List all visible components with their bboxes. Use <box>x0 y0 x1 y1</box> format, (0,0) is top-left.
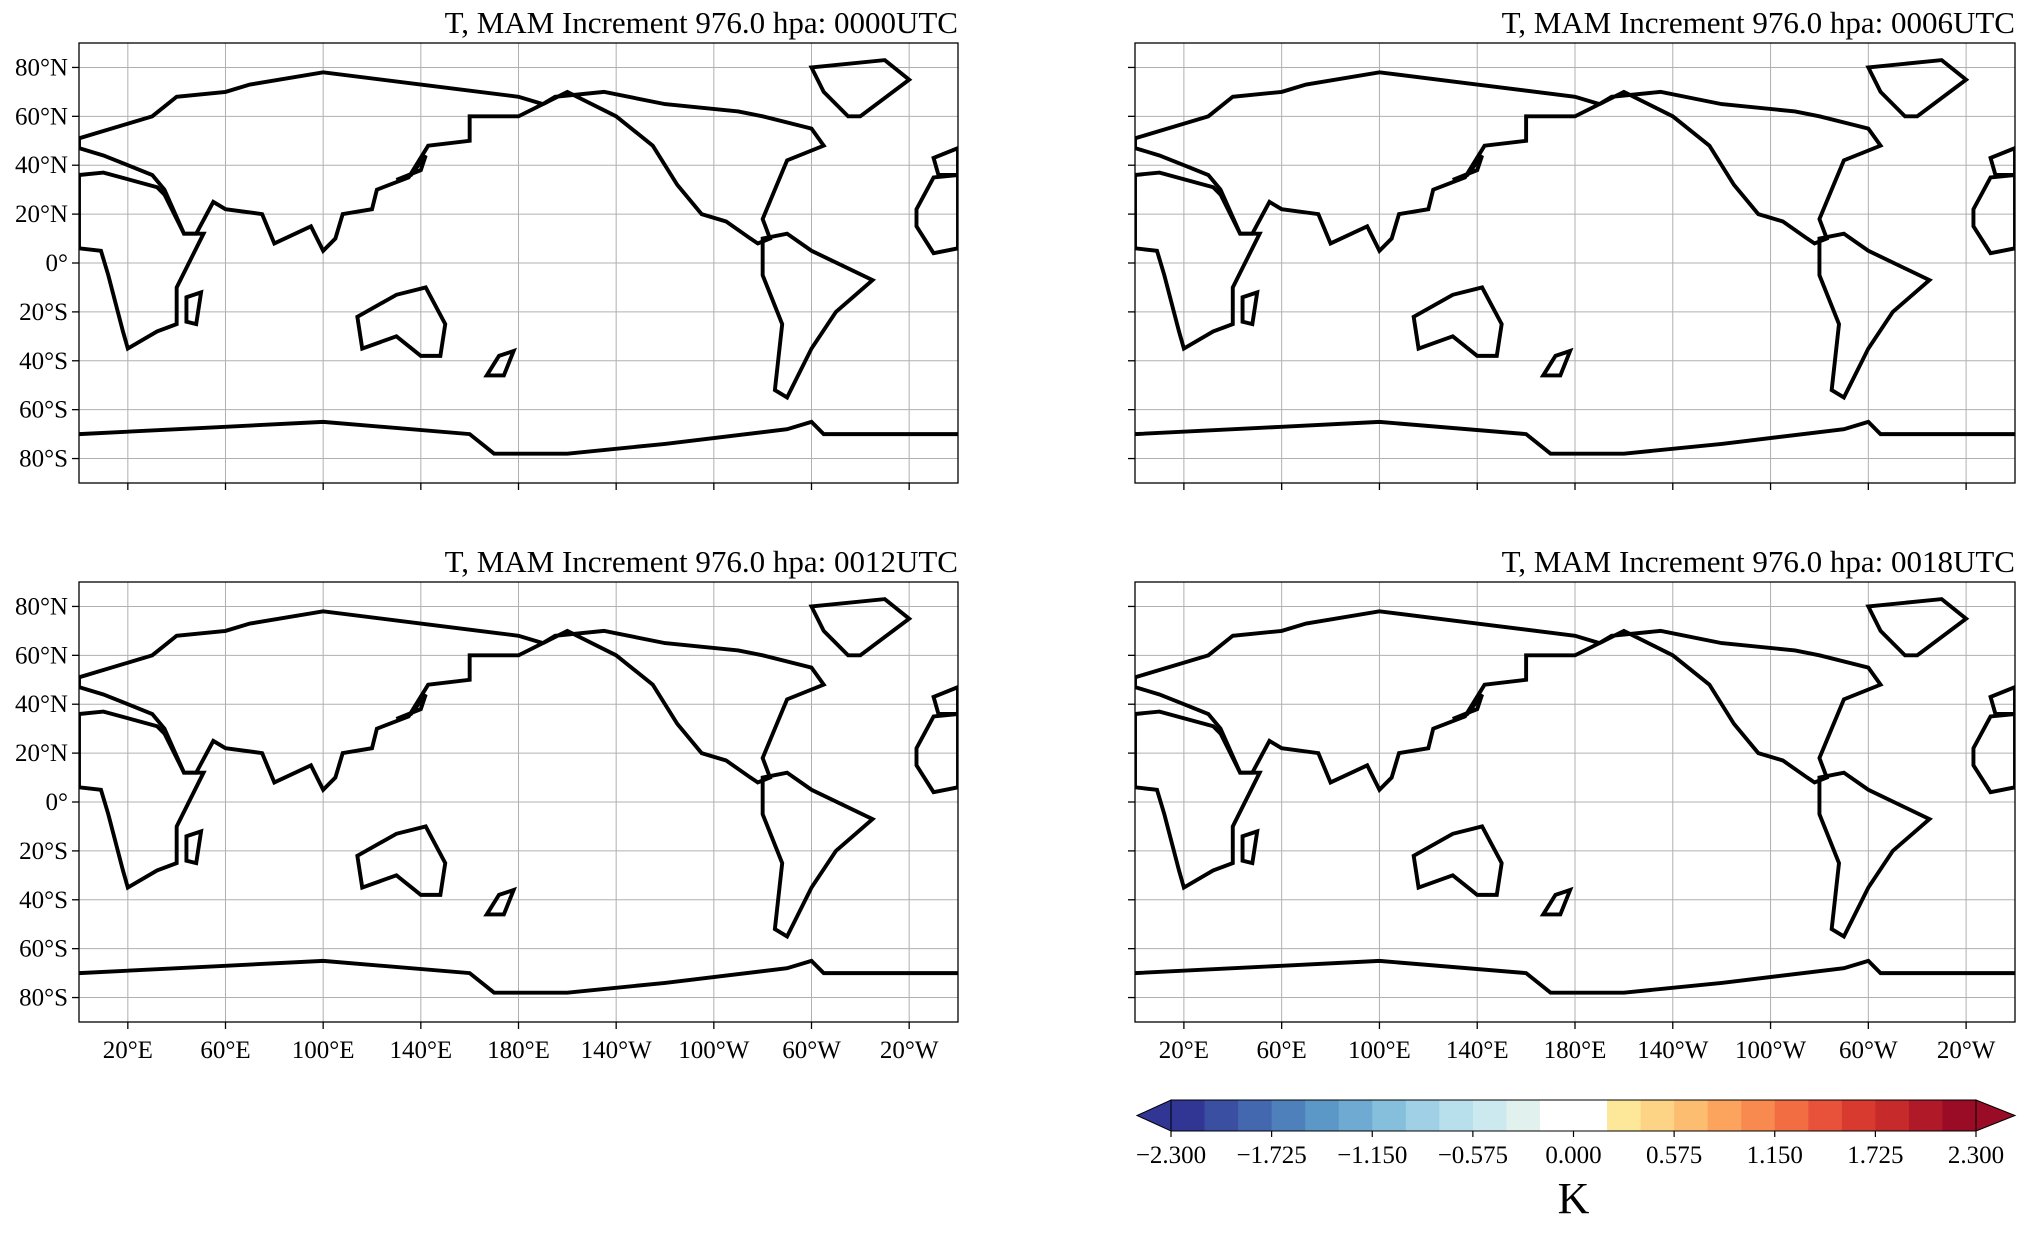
map-frame <box>1134 42 2016 484</box>
colorbar-tick-label: 1.725 <box>1847 1142 1903 1169</box>
colorbar-segment <box>1439 1100 1474 1131</box>
colorbar-segment <box>1238 1100 1273 1131</box>
y-tick-label: 40°S <box>19 348 68 375</box>
x-tick-label: 60°W <box>782 1037 841 1064</box>
y-tick-label: 20°S <box>19 299 68 326</box>
colorbar-segment <box>1204 1100 1239 1131</box>
colorbar-segment <box>1908 1100 1943 1131</box>
colorbar-tick-label: −1.725 <box>1236 1142 1306 1169</box>
x-tick-label: 100°E <box>292 1037 355 1064</box>
x-tick-label: 60°E <box>1257 1037 1307 1064</box>
x-tick-label: 20°W <box>1937 1037 1996 1064</box>
colorbar-segment <box>1171 1100 1206 1131</box>
panel-title: T, MAM Increment 976.0 hpa: 0018UTC <box>1502 544 2015 579</box>
colorbar-tick-label: 0.000 <box>1545 1142 1601 1169</box>
colorbar-segment <box>1573 1100 1608 1131</box>
map-frame <box>78 581 959 1023</box>
colorbar-segment <box>1741 1100 1776 1131</box>
x-tick-label: 60°W <box>1839 1037 1898 1064</box>
map-frame <box>78 42 959 484</box>
colorbar-segment <box>1539 1100 1574 1131</box>
x-tick-label: 20°W <box>880 1037 939 1064</box>
colorbar-segment <box>1405 1100 1440 1131</box>
colorbar-segment <box>1841 1100 1876 1131</box>
y-tick-label: 80°N <box>15 593 68 620</box>
colorbar-segment <box>1506 1100 1541 1131</box>
colorbar-segment <box>1942 1100 1977 1131</box>
colorbar-segment <box>1607 1100 1642 1131</box>
colorbar-segment <box>1640 1100 1675 1131</box>
x-tick-label: 140°E <box>389 1037 452 1064</box>
colorbar-tick-label: 2.300 <box>1948 1142 2004 1169</box>
y-tick-label: 0° <box>46 250 69 277</box>
x-tick-label: 140°W <box>1637 1037 1708 1064</box>
colorbar-segment <box>1271 1100 1306 1131</box>
colorbar-label: K <box>1558 1174 1590 1223</box>
y-tick-label: 80°S <box>19 446 68 473</box>
x-tick-label: 180°E <box>1544 1037 1607 1064</box>
map-frame <box>1134 581 2016 1023</box>
x-tick-label: 20°E <box>1159 1037 1209 1064</box>
y-tick-label: 40°N <box>15 152 68 179</box>
colorbar-tick-label: −1.150 <box>1337 1142 1407 1169</box>
x-tick-label: 180°E <box>487 1037 550 1064</box>
colorbar-tick-label: −2.300 <box>1136 1142 1206 1169</box>
y-tick-label: 40°S <box>19 887 68 914</box>
y-tick-label: 40°N <box>15 691 68 718</box>
x-tick-label: 140°W <box>581 1037 652 1064</box>
y-tick-label: 60°S <box>19 397 68 424</box>
colorbar-tick-label: 0.575 <box>1646 1142 1702 1169</box>
x-tick-label: 100°W <box>1735 1037 1806 1064</box>
y-tick-label: 20°S <box>19 838 68 865</box>
colorbar-segment <box>1305 1100 1340 1131</box>
colorbar-segment <box>1338 1100 1373 1131</box>
x-tick-label: 100°W <box>678 1037 749 1064</box>
panel-title: T, MAM Increment 976.0 hpa: 0006UTC <box>1502 5 2015 40</box>
y-tick-label: 60°N <box>15 103 68 130</box>
y-tick-label: 80°N <box>15 54 68 81</box>
colorbar-segment <box>1372 1100 1407 1131</box>
colorbar-extend-low <box>1135 1099 1172 1132</box>
colorbar-segment <box>1674 1100 1709 1131</box>
x-tick-label: 20°E <box>103 1037 153 1064</box>
colorbar-segment <box>1875 1100 1910 1131</box>
colorbar-segment <box>1707 1100 1742 1131</box>
colorbar-segment <box>1774 1100 1809 1131</box>
colorbar-tick-label: −0.575 <box>1438 1142 1508 1169</box>
panel-title: T, MAM Increment 976.0 hpa: 0000UTC <box>445 5 958 40</box>
y-tick-label: 60°N <box>15 642 68 669</box>
x-tick-label: 60°E <box>200 1037 250 1064</box>
colorbar-extend-high <box>1975 1099 2017 1132</box>
y-tick-label: 20°N <box>15 201 68 228</box>
y-tick-label: 0° <box>46 789 69 816</box>
colorbar-segment <box>1472 1100 1507 1131</box>
x-tick-label: 140°E <box>1446 1037 1509 1064</box>
y-tick-label: 60°S <box>19 936 68 963</box>
panel-title: T, MAM Increment 976.0 hpa: 0012UTC <box>445 544 958 579</box>
colorbar-segment <box>1808 1100 1843 1131</box>
x-tick-label: 100°E <box>1348 1037 1411 1064</box>
colorbar-tick-label: 1.150 <box>1747 1142 1803 1169</box>
y-tick-label: 80°S <box>19 985 68 1012</box>
y-tick-label: 20°N <box>15 740 68 767</box>
